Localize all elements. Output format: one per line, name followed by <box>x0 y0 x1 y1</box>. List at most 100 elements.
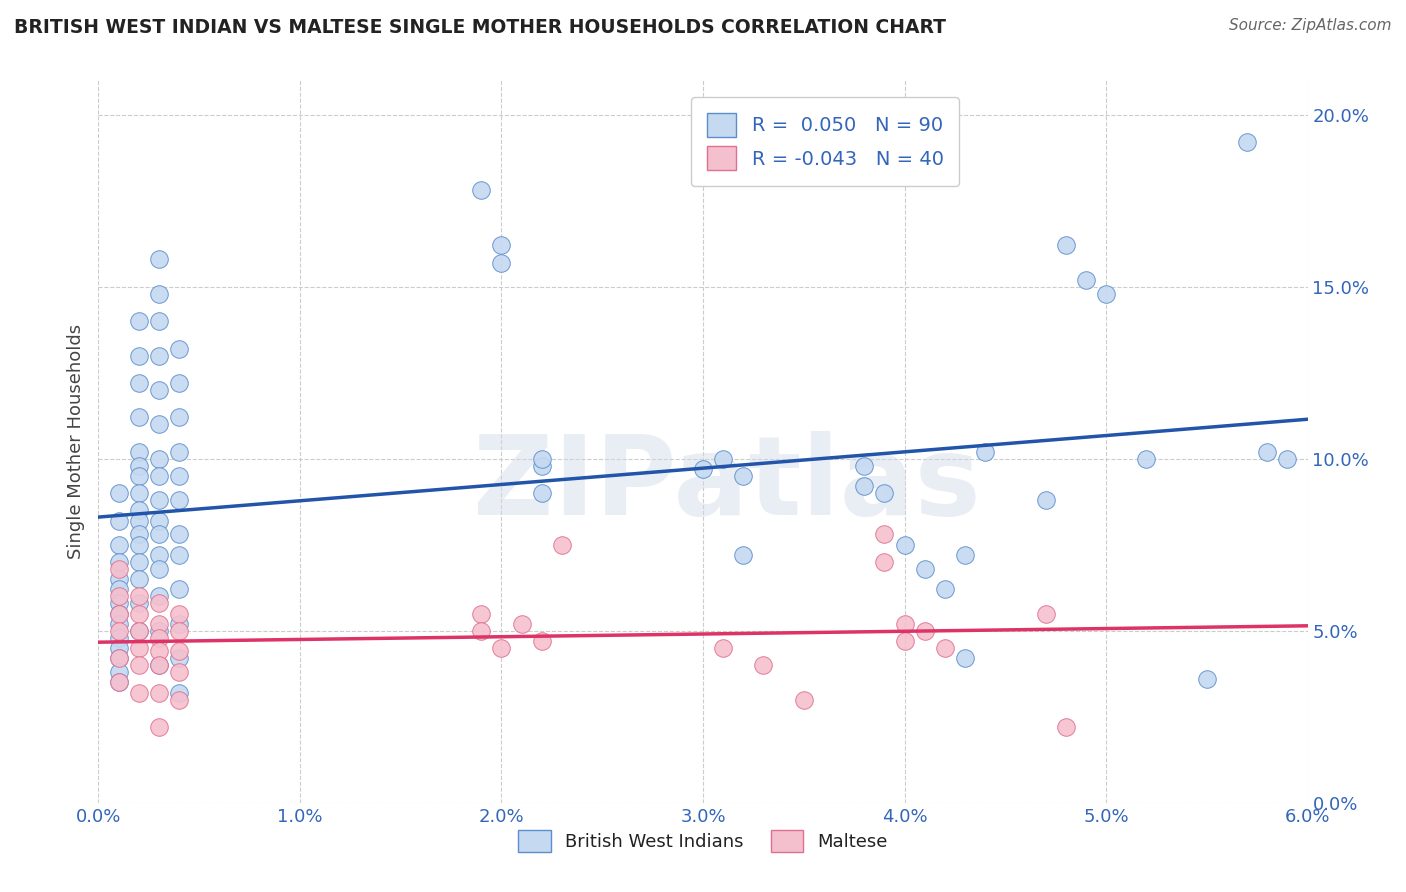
Point <box>107 631 129 645</box>
Point <box>167 410 190 425</box>
Point <box>711 451 734 466</box>
Point <box>167 651 190 665</box>
Point <box>530 458 553 473</box>
Point <box>148 493 170 508</box>
Point <box>953 548 976 562</box>
Point <box>128 469 150 483</box>
Point <box>1236 135 1258 149</box>
Point <box>128 486 150 500</box>
Point <box>128 624 150 638</box>
Point <box>128 624 150 638</box>
Point <box>107 582 129 597</box>
Point <box>491 238 513 252</box>
Point <box>128 527 150 541</box>
Point <box>148 616 170 631</box>
Point <box>128 640 150 655</box>
Point <box>148 383 170 397</box>
Point <box>128 349 150 363</box>
Point <box>167 548 190 562</box>
Point <box>167 527 190 541</box>
Point <box>107 675 129 690</box>
Point <box>107 486 129 500</box>
Point <box>934 582 956 597</box>
Point <box>470 183 492 197</box>
Point <box>148 590 170 604</box>
Point <box>148 631 170 645</box>
Point <box>530 634 553 648</box>
Point <box>1054 238 1077 252</box>
Point <box>510 616 533 631</box>
Point <box>107 675 129 690</box>
Point <box>711 640 734 655</box>
Point <box>167 686 190 700</box>
Point <box>148 286 170 301</box>
Point <box>893 616 915 631</box>
Point <box>491 640 513 655</box>
Point <box>107 616 129 631</box>
Point <box>491 255 513 269</box>
Point <box>107 607 129 621</box>
Point <box>128 607 150 621</box>
Point <box>148 451 170 466</box>
Point <box>128 555 150 569</box>
Point <box>148 644 170 658</box>
Point <box>733 469 755 483</box>
Y-axis label: Single Mother Households: Single Mother Households <box>66 324 84 559</box>
Point <box>167 616 190 631</box>
Point <box>148 596 170 610</box>
Point <box>148 417 170 432</box>
Point <box>128 503 150 517</box>
Point <box>148 658 170 673</box>
Point <box>167 469 190 483</box>
Point <box>148 548 170 562</box>
Point <box>167 607 190 621</box>
Point <box>470 624 492 638</box>
Point <box>853 479 876 493</box>
Point <box>692 462 714 476</box>
Point <box>167 665 190 679</box>
Point <box>128 514 150 528</box>
Point <box>934 640 956 655</box>
Point <box>107 651 129 665</box>
Point <box>148 314 170 328</box>
Point <box>107 555 129 569</box>
Legend: British West Indians, Maltese: British West Indians, Maltese <box>510 822 896 859</box>
Point <box>873 555 896 569</box>
Point <box>148 720 170 734</box>
Point <box>148 658 170 673</box>
Point <box>128 658 150 673</box>
Point <box>148 349 170 363</box>
Point <box>128 410 150 425</box>
Point <box>107 651 129 665</box>
Point <box>167 624 190 638</box>
Point <box>107 596 129 610</box>
Point <box>148 527 170 541</box>
Point <box>107 624 129 638</box>
Point <box>1074 273 1097 287</box>
Point <box>974 445 997 459</box>
Point <box>128 445 150 459</box>
Point <box>128 538 150 552</box>
Point <box>470 607 492 621</box>
Point <box>128 572 150 586</box>
Point <box>148 624 170 638</box>
Point <box>107 562 129 576</box>
Point <box>148 686 170 700</box>
Point <box>733 548 755 562</box>
Point <box>1035 607 1057 621</box>
Point <box>953 651 976 665</box>
Point <box>893 634 915 648</box>
Point <box>167 644 190 658</box>
Point <box>148 514 170 528</box>
Text: ZIPatlas: ZIPatlas <box>474 432 981 539</box>
Point <box>107 640 129 655</box>
Point <box>1256 445 1278 459</box>
Point <box>1277 451 1299 466</box>
Point <box>167 692 190 706</box>
Point <box>551 538 574 552</box>
Point <box>914 624 936 638</box>
Point <box>128 596 150 610</box>
Point <box>914 562 936 576</box>
Point <box>530 451 553 466</box>
Point <box>167 376 190 390</box>
